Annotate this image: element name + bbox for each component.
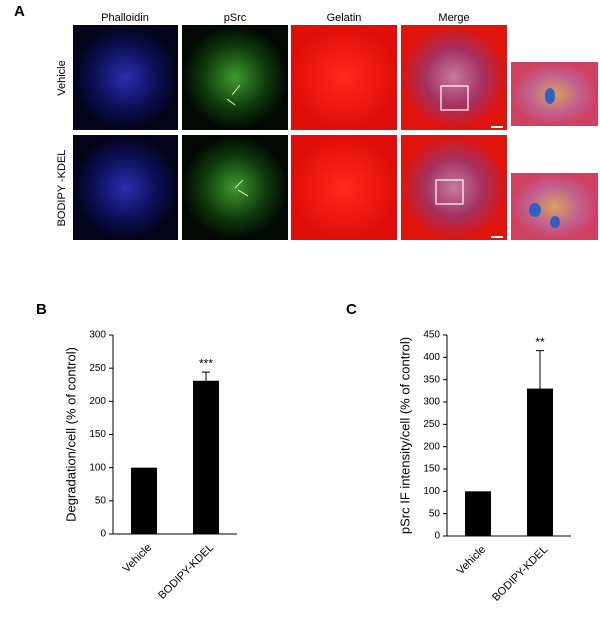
y-tick-label: 150 [89,429,106,440]
y-tick-label: 150 [423,464,440,475]
y-tick-label: 0 [434,531,440,542]
y-tick-label: 250 [423,419,440,430]
y-axis-label: pSrc IF intensity/cell (% of control) [397,337,412,534]
column-header: Merge [438,12,469,24]
error-bar [202,371,210,381]
error-bar [536,350,544,389]
y-tick-label: 350 [423,374,440,385]
significance-label: *** [199,356,213,370]
panel-letter: A [14,3,25,20]
x-tick-label: Vehicle [455,544,489,578]
significance-label: ** [535,335,545,349]
y-tick-label: 200 [423,441,440,452]
column-header: Gelatin [327,12,362,24]
row-label: Vehicle [56,60,68,95]
y-tick-label: 300 [423,397,440,408]
y-tick-label: 0 [100,529,106,540]
y-tick-label: 200 [89,396,106,407]
y-tick-label: 50 [429,508,441,519]
x-tick-label: BODIPY-KDEL [490,544,550,604]
panel-a-images [73,25,598,240]
y-tick-label: 100 [89,462,106,473]
bar [527,388,553,536]
y-tick-label: 400 [423,352,440,363]
panel-letter: C [346,301,357,318]
column-header: Phalloidin [101,12,149,24]
y-tick-label: 450 [423,330,440,341]
bar [131,467,157,534]
y-tick-label: 300 [89,330,106,341]
y-tick-label: 100 [423,486,440,497]
x-tick-label: BODIPY-KDEL [156,542,216,602]
bar [465,491,491,536]
row-label: BODIPY -KDEL [56,150,68,227]
y-axis-label: Degradation/cell (% of control) [63,347,78,522]
y-tick-label: 50 [95,495,107,506]
y-tick-label: 250 [89,363,106,374]
x-tick-label: Vehicle [121,542,155,576]
panel-letter: B [36,301,47,318]
column-header: pSrc [224,12,247,24]
bar [193,380,219,534]
